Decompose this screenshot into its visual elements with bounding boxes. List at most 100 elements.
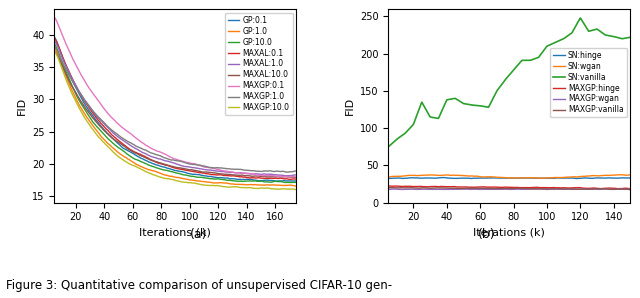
- MAXGP:hinge: [627, 187, 634, 190]
- SN:vanilla: [577, 16, 584, 20]
- MAXGP:10.0: [166, 177, 173, 181]
- Line: MAXGP:0.1: MAXGP:0.1: [54, 17, 296, 177]
- MAXGP:1.0: [182, 161, 189, 164]
- MAXGP:hinge: [515, 186, 523, 189]
- SN:hinge: [573, 177, 580, 180]
- MAXAL:1.0: [51, 39, 58, 43]
- GP:10.0: [166, 169, 173, 173]
- MAXGP:hinge: [385, 184, 392, 188]
- Line: MAXGP:1.0: MAXGP:1.0: [54, 46, 296, 172]
- SN:hinge: [385, 177, 392, 180]
- MAXGP:1.0: [249, 169, 257, 173]
- MAXGP:0.1: [287, 175, 294, 178]
- MAXGP:hinge: [583, 187, 591, 190]
- SN:wgan: [385, 175, 392, 179]
- MAXGP:1.0: [195, 163, 202, 167]
- GP:1.0: [249, 183, 257, 187]
- MAXGP:vanilla: [387, 186, 395, 190]
- MAXGP:1.0: [287, 170, 295, 173]
- MAXAL:0.1: [286, 178, 294, 181]
- Line: SN:wgan: SN:wgan: [388, 175, 630, 178]
- Line: SN:vanilla: SN:vanilla: [388, 18, 630, 147]
- SN:hinge: [621, 176, 629, 180]
- MAXGP:0.1: [51, 15, 58, 19]
- SN:vanilla: [501, 78, 509, 82]
- MAXAL:1.0: [249, 172, 257, 176]
- MAXGP:0.1: [292, 175, 300, 179]
- MAXAL:0.1: [166, 164, 173, 168]
- MAXGP:10.0: [167, 177, 175, 181]
- Line: GP:0.1: GP:0.1: [54, 37, 296, 181]
- MAXGP:vanilla: [501, 187, 509, 190]
- SN:wgan: [621, 173, 629, 177]
- MAXAL:1.0: [182, 165, 189, 168]
- Line: MAXGP:10.0: MAXGP:10.0: [54, 51, 296, 190]
- MAXGP:hinge: [501, 185, 509, 189]
- Y-axis label: FID: FID: [344, 97, 355, 115]
- MAXGP:0.1: [182, 160, 189, 164]
- GP:10.0: [287, 181, 295, 184]
- SN:hinge: [529, 176, 537, 180]
- SN:hinge: [584, 176, 591, 180]
- SN:wgan: [584, 174, 591, 178]
- SN:hinge: [500, 176, 508, 180]
- GP:10.0: [182, 173, 189, 177]
- MAXGP:vanilla: [500, 187, 508, 190]
- SN:wgan: [627, 173, 634, 177]
- GP:0.1: [292, 179, 300, 183]
- SN:vanilla: [529, 58, 536, 61]
- MAXAL:0.1: [51, 36, 58, 40]
- Legend: SN:hinge, SN:wgan, SN:vanilla, MAXGP:hinge, MAXGP:wgan, MAXGP:vanilla: SN:hinge, SN:wgan, SN:vanilla, MAXGP:hin…: [550, 48, 627, 117]
- MAXGP:vanilla: [621, 187, 629, 191]
- Line: SN:hinge: SN:hinge: [388, 178, 630, 179]
- MAXGP:vanilla: [529, 187, 537, 190]
- GP:1.0: [195, 179, 202, 183]
- MAXAL:0.1: [249, 176, 257, 180]
- MAXGP:1.0: [51, 44, 58, 48]
- Line: GP:10.0: GP:10.0: [54, 44, 296, 182]
- GP:0.1: [273, 179, 281, 183]
- MAXAL:0.1: [287, 177, 295, 181]
- SN:wgan: [616, 173, 623, 176]
- MAXGP:1.0: [166, 158, 173, 161]
- MAXAL:1.0: [166, 160, 173, 164]
- MAXGP:vanilla: [516, 187, 524, 190]
- MAXGP:wgan: [621, 187, 629, 191]
- MAXGP:1.0: [167, 158, 175, 162]
- MAXAL:0.1: [167, 165, 175, 169]
- MAXAL:0.1: [182, 168, 189, 172]
- X-axis label: Iterations (k): Iterations (k): [474, 228, 545, 238]
- MAXGP:0.1: [249, 172, 257, 176]
- MAXGP:wgan: [499, 187, 507, 191]
- MAXAL:1.0: [167, 160, 175, 164]
- MAXGP:vanilla: [385, 186, 392, 190]
- Line: GP:1.0: GP:1.0: [54, 47, 296, 186]
- GP:10.0: [195, 176, 202, 179]
- MAXAL:10.0: [51, 49, 58, 52]
- GP:10.0: [51, 42, 58, 46]
- MAXGP:10.0: [292, 188, 300, 191]
- GP:10.0: [167, 170, 175, 173]
- MAXGP:hinge: [499, 186, 507, 189]
- MAXAL:10.0: [249, 175, 257, 178]
- MAXAL:10.0: [292, 176, 300, 179]
- GP:1.0: [167, 175, 175, 178]
- GP:0.1: [182, 171, 189, 174]
- MAXGP:10.0: [287, 187, 294, 191]
- MAXAL:10.0: [166, 164, 173, 167]
- SN:wgan: [499, 176, 507, 179]
- MAXGP:0.1: [195, 164, 202, 167]
- SN:vanilla: [499, 80, 507, 84]
- GP:1.0: [287, 183, 294, 187]
- MAXGP:1.0: [284, 170, 292, 174]
- MAXGP:hinge: [614, 187, 621, 190]
- SN:hinge: [439, 176, 447, 179]
- Line: MAXGP:hinge: MAXGP:hinge: [388, 186, 630, 189]
- MAXAL:10.0: [292, 176, 300, 179]
- GP:0.1: [287, 179, 295, 183]
- Line: MAXAL:10.0: MAXAL:10.0: [54, 51, 296, 177]
- GP:10.0: [286, 181, 294, 184]
- Legend: GP:0.1, GP:1.0, GP:10.0, MAXAL:0.1, MAXAL:1.0, MAXAL:10.0, MAXGP:0.1, MAXGP:1.0,: GP:0.1, GP:1.0, GP:10.0, MAXAL:0.1, MAXA…: [225, 13, 292, 115]
- MAXAL:0.1: [195, 171, 202, 174]
- X-axis label: Iterations (k): Iterations (k): [140, 228, 211, 238]
